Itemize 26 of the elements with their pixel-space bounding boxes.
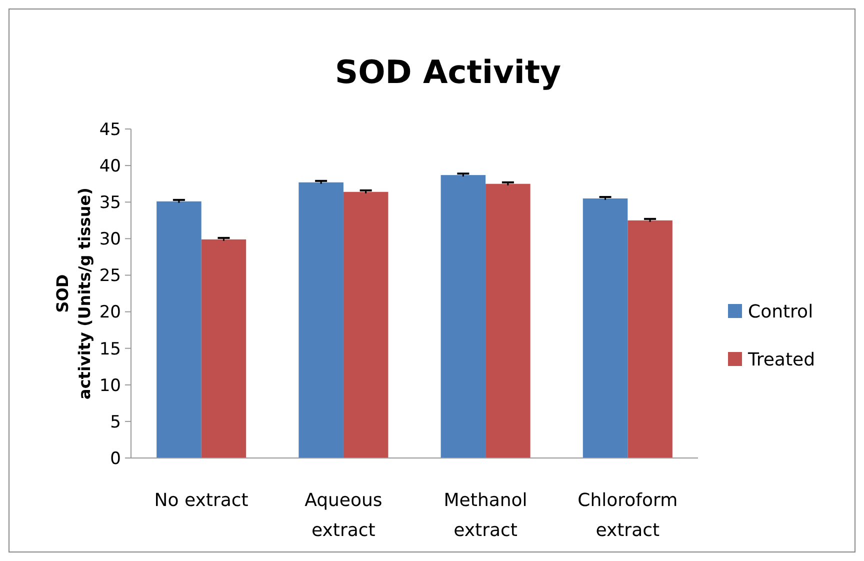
y-tick-label: 30: [99, 230, 121, 250]
bar: [440, 175, 486, 458]
y-axis-title: SOD activity (Units/g tissue): [53, 188, 94, 400]
chart-title: SOD Activity: [335, 53, 562, 91]
y-tick-label: 45: [99, 120, 121, 140]
bar: [628, 220, 672, 458]
x-tick-label: Methanol extract: [444, 490, 528, 541]
y-tick-label: 15: [99, 339, 121, 360]
bar: [486, 184, 530, 458]
legend-label: Treated: [747, 349, 816, 370]
y-tick-label: 35: [99, 193, 121, 214]
bar: [201, 239, 246, 458]
bar: [156, 201, 202, 458]
x-tick-label: Chloroform extract: [578, 490, 678, 541]
x-tick-label: Aqueous extract: [304, 490, 382, 541]
bar: [582, 198, 628, 458]
y-tick-label: 5: [110, 412, 121, 432]
y-tick-label: 25: [99, 266, 121, 286]
x-tick-label: No extract: [154, 490, 248, 511]
y-tick-label: 0: [110, 448, 121, 469]
legend-label: Control: [748, 301, 814, 322]
y-tick-label: 10: [99, 376, 121, 396]
y-tick-label: 20: [99, 302, 121, 323]
bar: [298, 182, 344, 458]
bar: [343, 192, 388, 458]
y-tick-label: 40: [99, 156, 121, 177]
